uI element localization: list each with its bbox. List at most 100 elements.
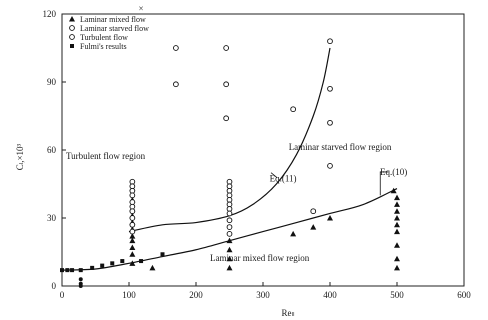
- eq11-leader: [270, 172, 278, 179]
- axis-ticks: 0 100 200 300 400 500 600 0 30 60 90 120: [43, 9, 472, 300]
- point-circle: [129, 199, 136, 205]
- point-circle: [173, 81, 179, 88]
- point-circle: [226, 187, 233, 194]
- point-square: [110, 261, 115, 266]
- point-circle: [226, 197, 233, 203]
- annotation: Turbulent flow region: [66, 151, 146, 161]
- point-triangle: [394, 228, 400, 235]
- point-circle: [327, 163, 333, 169]
- point-triangle: [226, 255, 233, 262]
- point-circle: [226, 192, 233, 199]
- point-triangle: [69, 16, 75, 22]
- x-tick-label: 500: [390, 290, 404, 300]
- point-circle: [290, 106, 297, 113]
- point-circle: [129, 183, 136, 190]
- point-triangle: [394, 255, 400, 262]
- point-square: [65, 268, 70, 273]
- point-circle: [226, 183, 233, 190]
- point-triangle: [394, 194, 400, 201]
- point-triangle: [310, 224, 317, 230]
- point-circle: [327, 85, 333, 92]
- point-circle: [129, 228, 136, 235]
- point-triangle: [129, 244, 136, 250]
- point-square: [70, 268, 75, 273]
- point-triangle: [226, 264, 233, 271]
- point-triangle: [394, 242, 400, 248]
- point-circle: [226, 178, 233, 185]
- legend-label: Turbulent flow: [80, 33, 128, 42]
- point-circle: [129, 215, 136, 221]
- point-triangle: [394, 215, 400, 221]
- point-triangle: [327, 215, 333, 221]
- y-tick-label: 120: [43, 9, 57, 19]
- x-tick-label: 0: [60, 290, 65, 300]
- point-circle: [173, 45, 179, 51]
- point-triangle: [129, 251, 136, 257]
- x-tick-label: 300: [256, 290, 270, 300]
- point-triangle: [394, 208, 400, 214]
- point-circle: [129, 221, 136, 228]
- point-circle: [223, 45, 230, 51]
- point-triangle: [129, 237, 136, 244]
- x-tick-label: 400: [323, 290, 337, 300]
- point-square: [160, 252, 165, 257]
- plot-frame: [61, 13, 465, 287]
- legend-label: Laminar starved flow: [80, 24, 149, 33]
- point-triangle: [394, 264, 400, 271]
- point-circle: [226, 201, 233, 208]
- plot-border: [61, 13, 465, 287]
- y-tick-label: 0: [52, 281, 57, 291]
- point-circle: [69, 25, 75, 31]
- point-triangle: [226, 237, 233, 244]
- point-square: [78, 268, 83, 273]
- point-triangle: [129, 260, 136, 266]
- point-circle: [327, 119, 333, 126]
- point-triangle: [394, 221, 400, 228]
- x-axis-label: Reₗₗ: [282, 308, 295, 318]
- y-tick-label: 90: [47, 77, 57, 87]
- annotation: Laminar mixed flow region: [210, 253, 310, 263]
- point-circle: [226, 217, 233, 224]
- point-triangle: [149, 264, 156, 271]
- point-circle: [129, 178, 136, 185]
- point-circle: [226, 206, 233, 212]
- x-tick-label: 200: [189, 290, 203, 300]
- legend-label: Fulmi's results: [80, 42, 127, 51]
- point-triangle: [390, 187, 397, 194]
- point-square: [90, 265, 95, 270]
- point-circle: [129, 187, 136, 194]
- point-square: [70, 44, 74, 48]
- annotation: Eq.(10): [380, 167, 407, 177]
- point-circle: [129, 208, 136, 215]
- legend-label: Laminar mixed flow: [80, 15, 146, 24]
- y-tick-label: 60: [47, 145, 57, 155]
- point-square: [139, 259, 144, 264]
- point-circle: [226, 231, 233, 237]
- point-square: [100, 263, 105, 268]
- point-square: [60, 268, 64, 273]
- point-dot: [78, 284, 83, 288]
- point-circle: [226, 210, 233, 217]
- point-circle: [223, 81, 230, 88]
- annotation: ×: [139, 4, 144, 14]
- curve: [128, 47, 331, 233]
- point-triangle: [394, 201, 400, 207]
- y-axis-label: Cₗ,×10³: [15, 143, 25, 170]
- point-circle: [223, 115, 230, 122]
- point-triangle: [290, 230, 297, 237]
- point-square: [120, 259, 125, 264]
- data-points: [60, 38, 400, 288]
- point-dot: [78, 277, 83, 282]
- point-triangle: [129, 233, 136, 239]
- annotations: Turbulent flow region Laminar starved flo…: [66, 4, 407, 263]
- annotation: Eq.(11): [270, 174, 297, 184]
- point-circle: [129, 203, 136, 210]
- annotation: Laminar starved flow region: [289, 142, 392, 152]
- point-circle: [129, 192, 136, 199]
- x-tick-label: 600: [457, 290, 471, 300]
- y-tick-label: 30: [47, 213, 57, 223]
- point-circle: [310, 208, 317, 215]
- point-triangle: [226, 246, 233, 253]
